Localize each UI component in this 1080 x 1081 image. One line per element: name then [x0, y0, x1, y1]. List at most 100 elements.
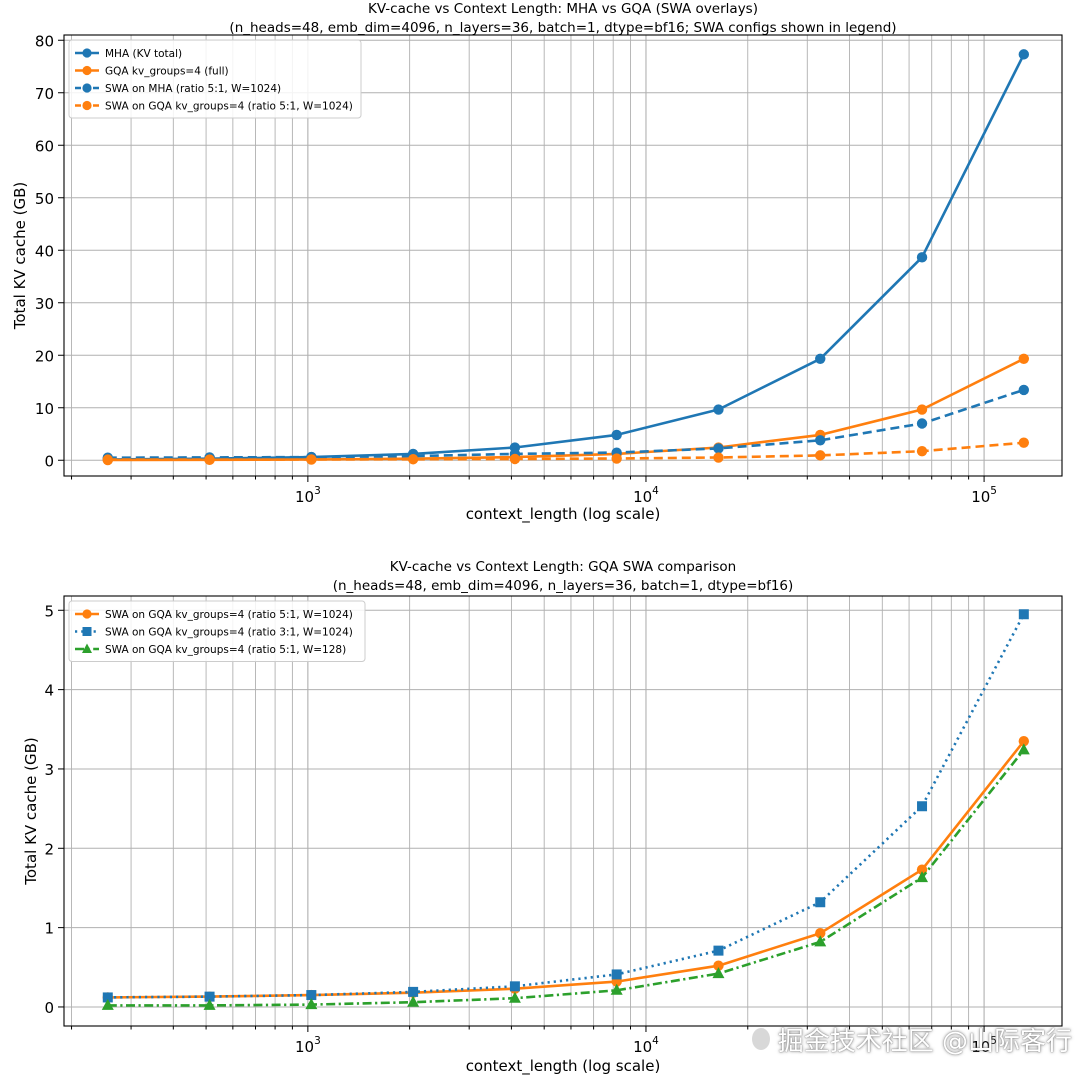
legend-marker	[82, 83, 92, 93]
y-tick-label: 2	[44, 840, 54, 858]
series-3	[101, 743, 1030, 1010]
x-tick-exponent: 5	[990, 485, 997, 497]
data-point	[102, 454, 113, 465]
y-tick-label: 40	[35, 242, 54, 260]
watermark-text: 掘金技术社区 @山际客行	[777, 1026, 1072, 1057]
data-point	[712, 967, 725, 979]
chart-title: KV-cache vs Context Length: GQA SWA comp…	[390, 559, 736, 575]
legend-marker	[82, 65, 92, 76]
series-line	[107, 53, 1025, 461]
data-point	[204, 454, 215, 465]
x-tick-base: 10	[971, 1038, 990, 1056]
y-tick-label: 30	[35, 295, 54, 313]
y-tick-label: 20	[35, 347, 54, 365]
legend-marker	[82, 48, 92, 58]
plot-frame	[63, 34, 1063, 477]
chart-2: KV-cache vs Context Length: GQA SWA comp…	[22, 559, 1063, 1076]
data-point	[713, 960, 724, 971]
data-point	[814, 935, 827, 947]
legend-marker	[82, 643, 92, 653]
x-tick-label: 104	[633, 485, 659, 506]
y-tick-label: 4	[44, 682, 54, 700]
data-point	[1018, 437, 1030, 448]
series-line	[107, 740, 1025, 999]
data-point	[204, 991, 215, 1002]
x-axis-label: context_length (log scale)	[466, 1057, 661, 1076]
data-point	[408, 986, 419, 997]
data-point	[713, 945, 724, 956]
y-tick-label: 5	[44, 602, 54, 620]
data-point	[1018, 353, 1030, 364]
legend-label: SWA on GQA kv_groups=4 (ratio 3:1, W=102…	[105, 627, 353, 639]
series-1	[102, 735, 1030, 1003]
x-tick-label: 103	[295, 1035, 321, 1056]
y-tick-label: 50	[35, 190, 54, 208]
chart-subtitle: (n_heads=48, emb_dim=4096, n_layers=36, …	[229, 20, 896, 36]
data-point	[1017, 743, 1030, 755]
series-line	[107, 749, 1025, 1007]
series-3	[102, 384, 1030, 463]
x-tick-label: 105	[971, 1035, 997, 1056]
legend-marker	[82, 609, 92, 619]
data-point	[1018, 735, 1030, 747]
legend-box	[68, 600, 366, 662]
x-tick-base: 10	[633, 488, 652, 506]
legend-label: SWA on MHA (ratio 5:1, W=1024)	[105, 83, 281, 95]
data-point	[1018, 384, 1030, 396]
data-point	[407, 995, 420, 1007]
x-tick-base: 10	[295, 1038, 314, 1056]
data-point	[916, 418, 928, 429]
data-point	[713, 443, 724, 454]
data-point	[815, 450, 826, 461]
data-point	[1018, 49, 1030, 60]
x-tick-base: 10	[971, 488, 990, 506]
data-point	[611, 969, 622, 980]
chart-title: KV-cache vs Context Length: MHA vs GQA (…	[368, 1, 758, 17]
legend-marker	[82, 100, 92, 111]
x-tick-exponent: 4	[652, 485, 659, 497]
data-point	[508, 991, 521, 1003]
data-point	[815, 897, 826, 908]
y-tick-label: 70	[35, 85, 54, 103]
watermark-logo-icon	[752, 1028, 770, 1050]
data-point	[509, 981, 520, 992]
data-point	[713, 452, 724, 463]
data-point	[815, 435, 826, 446]
legend-label: GQA kv_groups=4 (full)	[105, 66, 229, 78]
data-point	[306, 990, 317, 1001]
series-2	[102, 609, 1029, 1003]
data-point	[509, 453, 521, 465]
legend-label: MHA (KV total)	[105, 48, 182, 60]
data-point	[916, 445, 928, 457]
x-tick-exponent: 4	[652, 1035, 659, 1047]
data-point	[305, 998, 318, 1010]
x-tick-base: 10	[295, 488, 314, 506]
data-point	[306, 454, 317, 465]
data-point	[610, 983, 623, 995]
data-point	[713, 404, 724, 415]
x-axis-label: context_length (log scale)	[466, 505, 661, 524]
legend-label: SWA on GQA kv_groups=4 (ratio 5:1, W=102…	[105, 609, 353, 621]
data-point	[1018, 609, 1029, 620]
y-tick-label: 80	[35, 32, 54, 50]
data-point	[101, 998, 114, 1010]
data-point	[407, 454, 419, 465]
x-tick-label: 105	[971, 485, 997, 506]
series-4	[102, 437, 1030, 465]
grid	[58, 596, 1062, 1032]
legend: MHA (KV total) GQA kv_groups=4 (full) SWA …	[68, 39, 362, 119]
y-tick-label: 60	[35, 137, 54, 155]
y-tick-label: 1	[44, 920, 54, 938]
y-tick-label: 10	[35, 400, 54, 418]
x-tick-exponent: 5	[990, 1035, 997, 1047]
data-point	[203, 998, 216, 1010]
data-point	[916, 252, 928, 263]
series-line	[107, 357, 1025, 462]
series-line	[107, 441, 1024, 461]
data-point	[916, 871, 929, 883]
x-tick-exponent: 3	[314, 1035, 321, 1047]
series-2	[102, 353, 1030, 466]
y-axis-label: Total KV cache (GB)	[11, 182, 29, 330]
y-tick-label: 3	[44, 761, 54, 779]
